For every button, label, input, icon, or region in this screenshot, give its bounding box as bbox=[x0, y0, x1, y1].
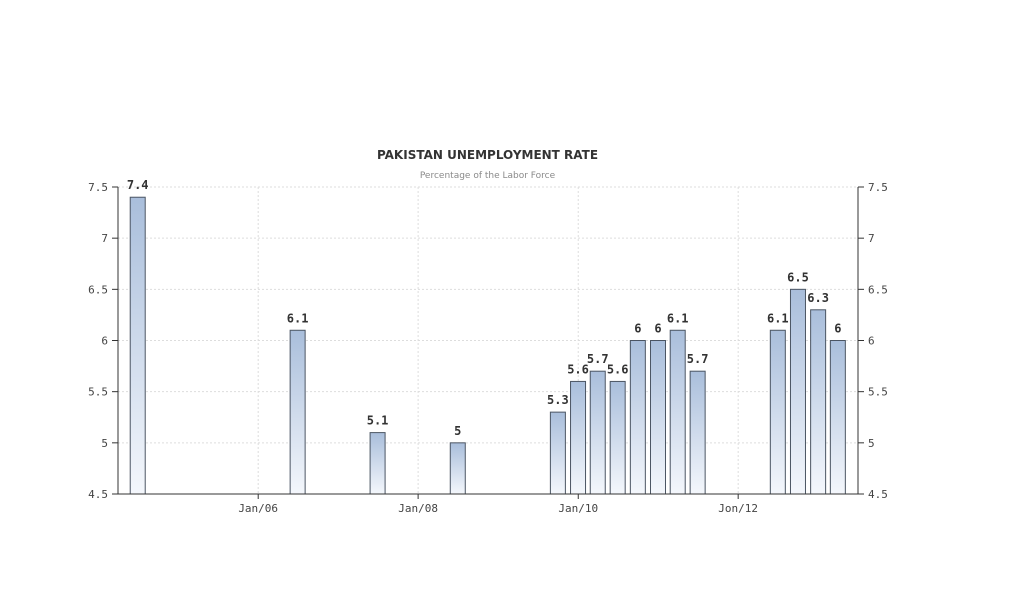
bar bbox=[689, 370, 706, 495]
bar-value-label: 6.1 bbox=[667, 311, 689, 325]
bar-value-label: 5.7 bbox=[587, 352, 609, 366]
y-tick-label-right: 6.5 bbox=[868, 283, 888, 296]
bar bbox=[549, 411, 566, 495]
y-tick-label-right: 7.5 bbox=[868, 181, 888, 194]
bar-value-label: 6.5 bbox=[787, 270, 809, 284]
grid bbox=[118, 186, 858, 495]
x-tick-label: Jan/08 bbox=[398, 502, 438, 515]
data-labels: 7.46.15.155.35.65.75.66 66.15.76.16.56.36 bbox=[127, 178, 842, 438]
y-tick-label-left: 5.5 bbox=[88, 386, 108, 399]
bar bbox=[649, 340, 666, 495]
bar bbox=[810, 309, 827, 495]
bar bbox=[609, 380, 626, 495]
x-tick-label: Jan/10 bbox=[558, 502, 598, 515]
bar bbox=[289, 329, 306, 495]
bar-value-label: 6.3 bbox=[807, 291, 829, 305]
bar bbox=[570, 380, 587, 495]
bar-value-label: 5.3 bbox=[547, 393, 569, 407]
bar bbox=[369, 432, 386, 495]
x-tick-label: Jon/12 bbox=[718, 502, 758, 515]
y-tick-label-right: 4.5 bbox=[868, 488, 888, 501]
chart-title: PAKISTAN UNEMPLOYMENT RATE bbox=[376, 148, 599, 162]
y-tick-label-right: 5.5 bbox=[868, 386, 888, 399]
bar bbox=[769, 329, 786, 495]
bar-value-label: 7.4 bbox=[127, 178, 149, 192]
y-tick-label-right: 5 bbox=[868, 437, 875, 450]
y-tick-label-right: 7 bbox=[868, 232, 875, 245]
bar-value-label: 5.6 bbox=[567, 362, 589, 376]
bar bbox=[449, 442, 466, 495]
bar bbox=[129, 196, 146, 495]
chart-subtitle: Percentage of the Labor Force bbox=[419, 171, 556, 181]
bar-value-label: 6.1 bbox=[287, 311, 309, 325]
bar bbox=[669, 329, 686, 495]
bars bbox=[129, 196, 846, 495]
bar-value-label: 6 bbox=[654, 322, 661, 336]
bar bbox=[589, 370, 606, 495]
y-tick-label-left: 5 bbox=[101, 437, 108, 450]
bar-value-label: 6 bbox=[834, 322, 841, 336]
y-tick-label-left: 7.5 bbox=[88, 181, 108, 194]
y-tick-label-left: 7 bbox=[101, 232, 108, 245]
bar-value-label: 6.1 bbox=[767, 311, 789, 325]
x-tick-label: Jan/06 bbox=[238, 502, 278, 515]
bar bbox=[789, 288, 806, 495]
bar bbox=[629, 340, 646, 495]
bar-value-label: 5.6 bbox=[607, 362, 629, 376]
bar-value-label: 5.1 bbox=[367, 414, 389, 428]
y-tick-label-left: 6.5 bbox=[88, 283, 108, 296]
y-tick-label-left: 4.5 bbox=[88, 488, 108, 501]
bar-value-label: 5.7 bbox=[687, 352, 709, 366]
y-tick-label-left: 6 bbox=[101, 335, 108, 348]
bar-value-label: 5 bbox=[454, 424, 461, 438]
bar bbox=[829, 340, 846, 495]
y-tick-label-right: 6 bbox=[868, 335, 875, 348]
bar-value-label: 6 bbox=[634, 322, 641, 336]
